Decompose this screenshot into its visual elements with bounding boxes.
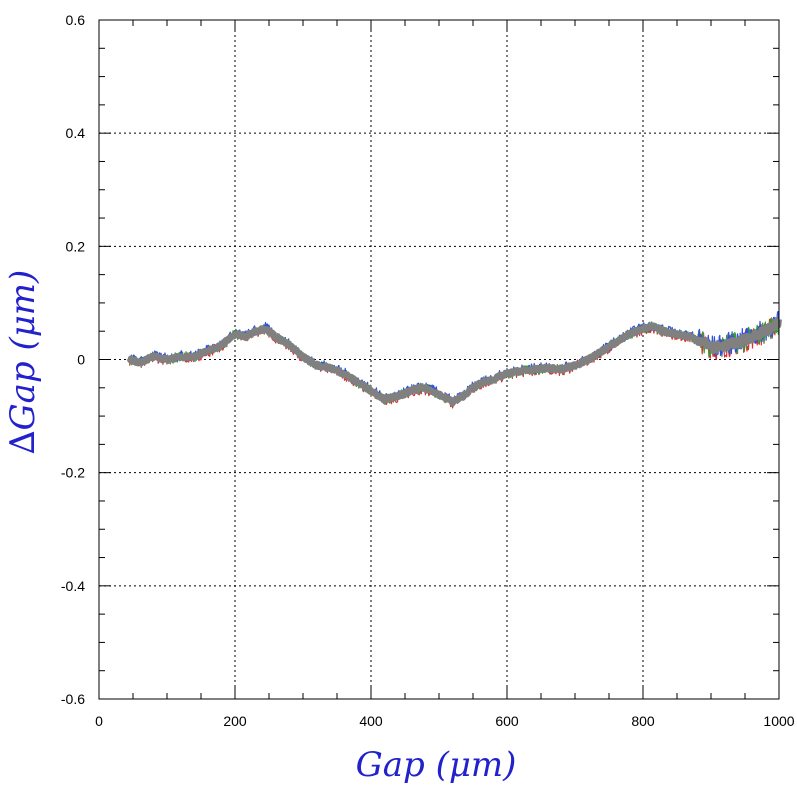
y-tick-label: 0 <box>77 352 85 368</box>
data-series-line <box>126 318 782 407</box>
axis-ticks <box>98 19 780 700</box>
y-tick-label: -0.6 <box>61 691 85 707</box>
y-tick-label: -0.2 <box>61 465 85 481</box>
grid-lines <box>99 20 779 699</box>
y-tick-label: -0.4 <box>61 578 85 594</box>
x-tick-label: 600 <box>495 713 519 729</box>
x-tick-label: 0 <box>95 713 103 729</box>
x-tick-label: 1000 <box>763 713 794 729</box>
y-tick-labels: -0.6 -0.4 -0.2 0 0.2 0.4 0.6 <box>61 12 85 707</box>
y-tick-label: 0.4 <box>66 125 86 141</box>
x-tick-label: 200 <box>223 713 247 729</box>
x-tick-label: 800 <box>631 713 655 729</box>
series-layer <box>126 310 782 409</box>
x-tick-label: 400 <box>359 713 383 729</box>
x-tick-labels: 0 200 400 600 800 1000 <box>95 713 795 729</box>
y-tick-label: 0.2 <box>66 238 86 254</box>
y-axis-title: ∆Gap (μm) <box>3 270 43 455</box>
x-axis-title: Gap (μm) <box>356 745 517 785</box>
y-tick-label: 0.6 <box>66 12 86 28</box>
plot-frame <box>98 19 780 700</box>
